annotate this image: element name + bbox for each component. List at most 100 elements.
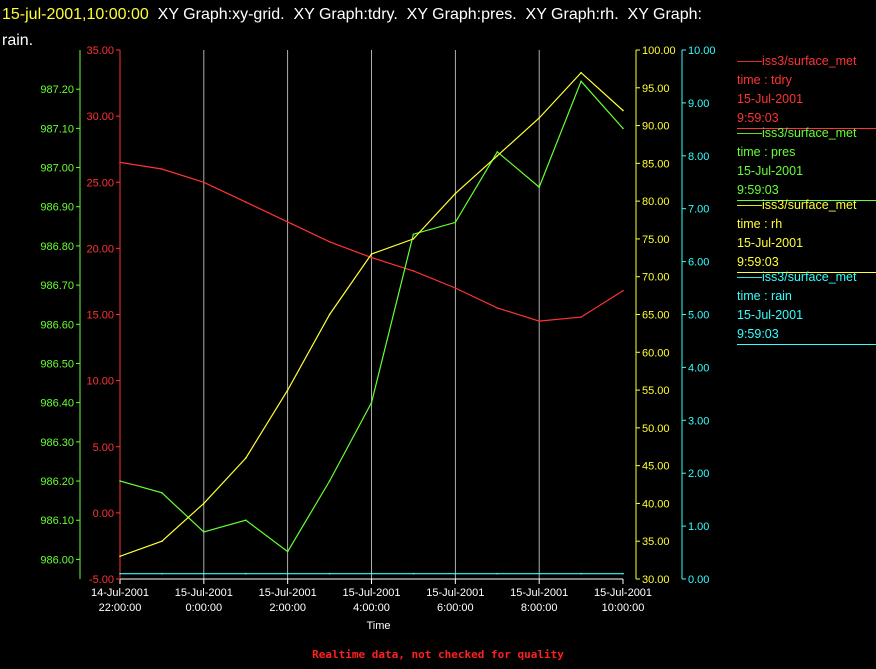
data-point-rain [580, 572, 582, 575]
x-tick-label-date: 14-Jul-2001 [91, 587, 149, 599]
legend-series-name: ——iss3/surface_met [737, 198, 857, 212]
y-tick-label-pres: 987.20 [40, 84, 74, 96]
legend-field: time : rh [737, 217, 783, 231]
y-tick-label-tdry: 30.00 [86, 111, 114, 123]
y-tick-label-pres: 986.60 [40, 319, 74, 331]
data-point-tdry [412, 270, 415, 272]
data-point-rain [161, 572, 163, 575]
title-graph-rh: XY Graph:rh. [525, 6, 619, 23]
y-tick-label-rh: 50.00 [642, 423, 670, 435]
data-point-pres [244, 519, 247, 522]
data-point-tdry [580, 316, 582, 318]
data-point-rh [161, 540, 163, 543]
title-graph-pres: XY Graph:pres. [406, 6, 517, 23]
y-tick-label-rain: 8.00 [688, 151, 709, 163]
data-point-rain [203, 572, 205, 575]
data-point-rain [412, 572, 415, 575]
y-tick-label-rain: 7.00 [688, 204, 709, 216]
y-tick-label-rh: 85.00 [642, 158, 670, 170]
legend-field: time : rain [737, 289, 792, 303]
data-point-rain [538, 572, 540, 575]
data-point-rh [538, 117, 540, 119]
data-point-rh [328, 313, 331, 316]
y-tick-label-rain: 6.00 [688, 257, 709, 269]
data-point-rh [203, 502, 205, 505]
y-tick-label-pres: 986.10 [40, 515, 74, 527]
y-tick-label-rain: 9.00 [688, 98, 709, 110]
y-tick-label-rain: 10.00 [688, 45, 716, 57]
legend-date: 15-Jul-2001 [737, 236, 804, 250]
data-point-tdry [454, 287, 457, 289]
y-tick-label-pres: 986.30 [40, 437, 74, 449]
data-point-tdry [119, 161, 121, 164]
data-point-tdry [328, 240, 331, 243]
y-tick-label-rh: 40.00 [642, 498, 670, 510]
legend-separator [737, 200, 876, 201]
x-tick-label-time: 10:00:00 [602, 602, 645, 614]
data-point-pres [580, 80, 582, 83]
x-tick-label-date: 15-Jul-2001 [426, 587, 484, 599]
y-tick-label-tdry: -5.00 [89, 574, 114, 586]
data-point-rh [286, 389, 289, 391]
data-point-pres [119, 480, 121, 482]
data-point-rh [580, 71, 582, 74]
title-graph-tdry: XY Graph:tdry. [293, 6, 398, 23]
legend-time: 9:59:03 [737, 255, 779, 269]
data-point-rain [286, 572, 289, 575]
y-tick-label-rh: 35.00 [642, 536, 670, 548]
data-point-tdry [496, 307, 499, 309]
y-tick-label-rh: 55.00 [642, 385, 670, 397]
x-tick-label-time: 8:00:00 [521, 602, 558, 614]
x-tick-label-time: 6:00:00 [437, 602, 474, 614]
data-point-pres [203, 531, 205, 533]
title-graph-xy-grid: XY Graph:xy-grid. [157, 6, 285, 23]
x-tick-label-date: 15-Jul-2001 [175, 587, 233, 599]
legend-date: 15-Jul-2001 [737, 92, 804, 106]
data-point-rh [496, 155, 499, 157]
graph-title: 15-jul-2001,10:00:00 XY Graph:xy-grid. X… [2, 2, 872, 54]
data-point-rain [622, 572, 624, 575]
data-point-rh [454, 192, 457, 195]
y-tick-label-rain: 2.00 [688, 468, 709, 480]
title-timestamp: 15-jul-2001,10:00:00 [2, 6, 149, 23]
y-tick-label-rh: 100.00 [642, 45, 676, 57]
data-point-tdry [622, 289, 624, 292]
y-tick-label-pres: 986.80 [40, 241, 74, 253]
data-point-tdry [203, 181, 205, 184]
y-tick-label-rh: 60.00 [642, 347, 670, 359]
y-tick-label-tdry: 25.00 [86, 177, 114, 189]
y-tick-label-pres: 986.90 [40, 202, 74, 214]
data-point-rain [119, 572, 121, 575]
y-tick-label-pres: 986.00 [40, 554, 74, 566]
y-tick-label-rain: 0.00 [688, 574, 709, 586]
y-tick-label-rh: 65.00 [642, 310, 670, 322]
legend-series-name: ——iss3/surface_met [737, 54, 857, 68]
y-tick-label-pres: 986.40 [40, 398, 74, 410]
x-tick-label-date: 15-Jul-2001 [342, 587, 400, 599]
x-tick-label-date: 15-Jul-2001 [259, 587, 317, 599]
y-tick-label-pres: 987.00 [40, 163, 74, 175]
legend-date: 15-Jul-2001 [737, 164, 804, 178]
data-point-rain [496, 572, 499, 575]
legend-separator [737, 128, 876, 129]
data-point-tdry [286, 221, 289, 223]
data-point-pres [370, 401, 373, 404]
data-point-pres [538, 186, 540, 188]
title-graph-rain-wrap: rain. [2, 32, 34, 49]
x-tick-label-time: 22:00:00 [99, 602, 142, 614]
y-tick-label-rh: 70.00 [642, 272, 670, 284]
legend-series-name: ——iss3/surface_met [737, 270, 857, 284]
data-point-pres [412, 233, 415, 235]
data-point-tdry [538, 320, 540, 322]
data-point-pres [328, 480, 331, 482]
legend-entry-rain: ——iss3/surface_met time : rain 15-Jul-2001… [737, 268, 876, 345]
data-point-pres [161, 491, 163, 494]
legend-time: 9:59:03 [737, 183, 779, 197]
x-axis-label: Time [366, 620, 390, 632]
legend-separator [737, 344, 876, 345]
y-tick-label-rh: 80.00 [642, 196, 670, 208]
legend-field: time : tdry [737, 73, 792, 87]
data-point-rain [244, 572, 247, 575]
data-point-rh [622, 109, 624, 112]
